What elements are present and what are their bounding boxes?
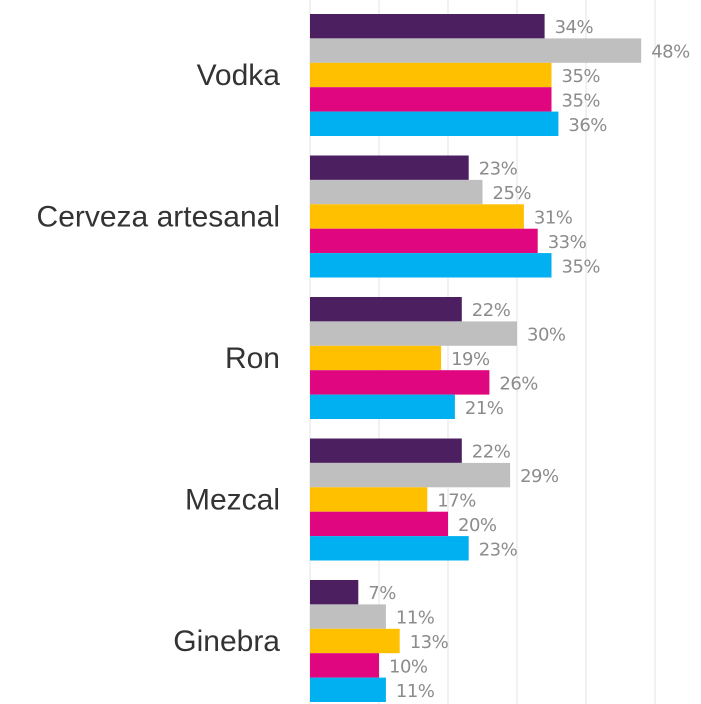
data-label: 23% [479, 539, 518, 560]
bar [310, 14, 545, 39]
data-label: 31% [534, 208, 573, 229]
bar [310, 487, 428, 512]
bar [310, 345, 442, 371]
data-label: 35% [562, 256, 601, 277]
data-label: 34% [555, 17, 594, 38]
bar [310, 511, 448, 537]
data-label: 11% [396, 681, 435, 702]
bar [310, 628, 400, 654]
data-label: 48% [651, 42, 690, 63]
data-label: 26% [499, 373, 538, 394]
bar [310, 677, 386, 702]
bar [310, 462, 511, 488]
bar [310, 321, 517, 346]
data-label: 33% [548, 232, 587, 253]
data-label: 30% [527, 325, 566, 346]
bar [310, 604, 386, 629]
data-label: 25% [493, 183, 532, 204]
category-label: Vodka [197, 59, 281, 92]
bar [310, 394, 455, 419]
data-label: 29% [520, 466, 559, 487]
data-label: 21% [465, 398, 504, 419]
category-label: Cerveza artesanal [37, 200, 280, 233]
data-label: 13% [410, 632, 449, 653]
data-label: 22% [472, 300, 511, 321]
bar [310, 370, 490, 395]
bar [310, 87, 552, 112]
bar [310, 580, 359, 605]
bar [310, 179, 483, 205]
data-label: 35% [562, 66, 601, 87]
bar [310, 111, 559, 136]
category-label: Mezcal [185, 483, 280, 516]
bar [310, 536, 469, 561]
bar [310, 38, 642, 63]
data-label: 10% [389, 656, 428, 677]
data-label: 35% [562, 90, 601, 111]
data-label: 20% [458, 515, 497, 536]
category-label: Ron [225, 342, 280, 375]
bar [310, 228, 538, 254]
data-label: 7% [368, 583, 396, 604]
bar [310, 62, 552, 88]
bar [310, 653, 379, 678]
data-label: 11% [396, 608, 435, 629]
category-label: Ginebra [173, 625, 280, 658]
bar [310, 253, 552, 278]
bar [310, 155, 469, 180]
data-label: 23% [479, 159, 518, 180]
bar [310, 438, 462, 463]
data-label: 17% [437, 491, 476, 512]
data-label: 36% [568, 115, 607, 136]
data-label: 19% [451, 349, 490, 370]
bar [310, 297, 462, 322]
bar [310, 204, 524, 229]
data-label: 22% [472, 442, 511, 463]
